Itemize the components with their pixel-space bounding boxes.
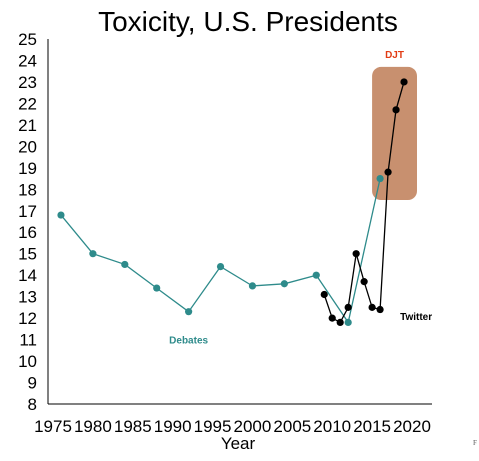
twitter-point-2017 [384,168,392,176]
twitter-series-label: Twitter [400,312,432,323]
x-tick-label-2010: 2010 [313,417,351,436]
debates-series-label: Debates [169,336,208,347]
y-tick-label-10: 10 [18,352,37,371]
edge-fragment: F [473,439,477,447]
debates-point-1980 [89,250,97,258]
chart-title: Toxicity, U.S. Presidents [98,6,398,37]
debates-point-2004 [280,280,288,288]
y-tick-label-13: 13 [18,288,37,307]
y-tick-label-22: 22 [18,94,37,113]
x-tick-label-1985: 1985 [114,417,152,436]
twitter-point-2013 [352,250,360,258]
y-tick-label-12: 12 [18,309,37,328]
x-tick-label-1995: 1995 [194,417,232,436]
twitter-point-2016 [376,305,384,314]
djt-highlight: DJT [372,50,417,201]
y-tick-label-20: 20 [18,137,37,156]
x-tick-label-1980: 1980 [74,417,112,436]
x-tick-labels: 1975 1980 1985 1990 1995 2000 2005 2010 2015 2020 [34,417,431,436]
y-tick-label-11: 11 [19,331,37,350]
y-tick-label-18: 18 [18,180,37,199]
y-tick-label-21: 21 [18,116,37,135]
y-tick-label-23: 23 [18,73,37,92]
twitter-point-2019 [400,78,408,86]
twitter-point-2012 [344,303,352,311]
debates-point-2016 [376,174,384,183]
x-tick-label-2020: 2020 [393,417,431,436]
debates-line [60,178,381,325]
y-tick-label-24: 24 [18,51,37,70]
series-points [57,78,408,327]
y-tick-label-16: 16 [18,223,37,242]
x-axis-label: Year [221,434,256,453]
x-tick-label-2000: 2000 [234,417,272,436]
y-tick-label-14: 14 [18,266,37,285]
axes [47,39,432,405]
y-tick-label-9: 9 [28,374,37,393]
djt-highlight-box [372,66,417,201]
debates-point-2012 [344,318,352,327]
debates-point-2000 [248,282,257,290]
y-tick-labels: 8 9 10 11 12 13 14 15 16 17 18 19 20 21 22 23 24 25 [18,30,37,414]
twitter-point-2011 [336,318,344,327]
twitter-point-2015 [368,303,376,311]
series-labels: Debates Twitter [169,312,432,347]
twitter-point-2018 [392,106,400,114]
debates-point-1988 [153,284,161,292]
twitter-point-2009 [320,290,328,299]
djt-label: DJT [385,50,404,61]
series-lines [60,81,405,325]
x-tick-label-1975: 1975 [34,417,72,436]
y-tick-label-19: 19 [18,159,37,178]
debates-point-1996 [216,262,225,271]
y-tick-label-8: 8 [28,395,37,414]
twitter-point-2014 [360,278,368,286]
x-tick-label-2015: 2015 [353,417,391,436]
y-tick-label-17: 17 [18,202,37,221]
twitter-point-2010 [328,314,336,322]
debates-point-1976 [57,211,65,219]
x-tick-label-1990: 1990 [154,417,192,436]
y-tick-label-25: 25 [18,30,37,49]
y-tick-label-15: 15 [18,245,37,264]
x-tick-label-2005: 2005 [273,417,311,436]
debates-point-2008 [312,271,320,279]
debates-point-1992 [185,308,193,316]
debates-point-1984 [121,260,129,269]
